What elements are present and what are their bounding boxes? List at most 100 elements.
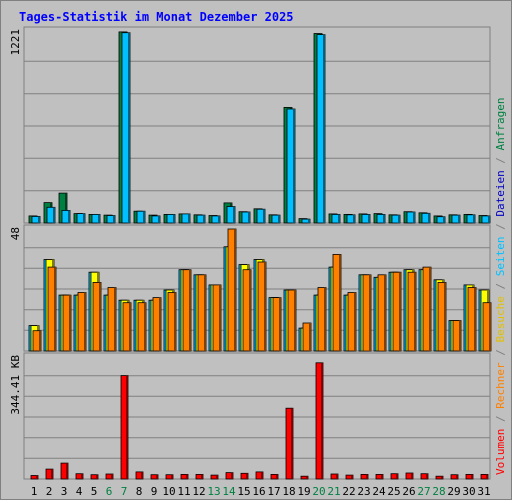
- bar-shadow: [444, 282, 446, 351]
- bar-shadow: [84, 292, 86, 351]
- day-label-25: 25: [387, 485, 400, 498]
- day-label-3: 3: [61, 485, 68, 498]
- day-label-18: 18: [282, 485, 295, 498]
- day-label-27: 27: [417, 485, 430, 498]
- max-value-label: 48: [9, 227, 22, 240]
- bar-shadow: [399, 272, 401, 351]
- bar-shadow: [141, 471, 143, 479]
- bar-shadow: [144, 302, 146, 351]
- max-value-label: 1221: [9, 29, 22, 56]
- bar-shadow: [474, 287, 476, 351]
- bar-shadow: [459, 320, 461, 351]
- bar-shadow: [383, 214, 385, 223]
- bar-shadow: [113, 215, 115, 223]
- bar-shadow: [36, 475, 38, 479]
- bar-shadow: [323, 34, 325, 223]
- bar-shadow: [264, 262, 266, 351]
- day-label-12: 12: [192, 485, 205, 498]
- bar-shadow: [69, 295, 71, 351]
- bar-shadow: [488, 215, 490, 223]
- legend-seiten: Seiten: [494, 237, 507, 277]
- bar-shadow: [249, 269, 251, 351]
- chart-title: Tages-Statistik im Monat Dezember 2025: [19, 10, 294, 24]
- bar-shadow: [489, 302, 491, 351]
- bar-shadow: [54, 267, 56, 351]
- bar-shadow: [309, 323, 311, 351]
- day-label-15: 15: [237, 485, 250, 498]
- bar-shadow: [128, 32, 130, 224]
- day-label-29: 29: [447, 485, 460, 498]
- bar-shadow: [458, 215, 460, 223]
- bar-shadow: [173, 214, 175, 223]
- max-value-label: 344.41 KB: [9, 355, 22, 415]
- day-label-21: 21: [327, 485, 340, 498]
- legend-dateien: Dateien: [494, 170, 507, 216]
- day-label-23: 23: [357, 485, 370, 498]
- bar-shadow: [261, 471, 263, 479]
- bar-shadow: [351, 475, 353, 479]
- bar-shadow: [368, 214, 370, 223]
- day-label-20: 20: [312, 485, 325, 498]
- bar-shadow: [114, 287, 116, 351]
- bar-shadow: [338, 214, 340, 223]
- bar-shadow: [53, 207, 55, 223]
- bar-shadow: [291, 408, 293, 479]
- day-label-26: 26: [402, 485, 415, 498]
- legend: Volumen / Rechner / Besuche / Seiten / D…: [494, 97, 507, 475]
- bar-shadow: [66, 463, 68, 479]
- bar-shadow: [339, 254, 341, 351]
- bar-shadow: [413, 212, 415, 223]
- bar-shadow: [411, 473, 413, 479]
- bar-shadow: [471, 474, 473, 479]
- day-label-14: 14: [222, 485, 236, 498]
- bar-shadow: [204, 274, 206, 352]
- day-label-4: 4: [76, 485, 83, 498]
- chart-panels: 1221 48 344.41 KB: [9, 26, 492, 480]
- panel-top: 1221: [9, 26, 491, 224]
- panel-middle: 48: [9, 224, 492, 352]
- day-label-28: 28: [432, 485, 445, 498]
- bar-shadow: [276, 474, 278, 479]
- day-label-24: 24: [372, 485, 386, 498]
- bar-shadow: [38, 216, 40, 223]
- bar-shadow: [126, 375, 128, 479]
- bar-shadow: [414, 272, 416, 351]
- bar-shadow: [51, 469, 53, 479]
- bar-shadow: [366, 474, 368, 479]
- bar-shadow: [83, 213, 85, 223]
- bar-shadow: [428, 213, 430, 223]
- bar-shadow: [156, 474, 158, 479]
- bar-shadow: [369, 274, 371, 352]
- day-label-22: 22: [342, 485, 355, 498]
- bar-shadow: [231, 472, 233, 479]
- bar-shadow: [321, 362, 323, 479]
- bar-shadow: [293, 109, 295, 223]
- bar-shadow: [68, 210, 70, 223]
- bar-shadow: [278, 215, 280, 223]
- bar-shadow: [384, 274, 386, 352]
- bar-shadow: [279, 297, 281, 351]
- day-label-7: 7: [121, 485, 128, 498]
- panel-background: [23, 352, 491, 480]
- bar-shadow: [174, 292, 176, 351]
- bar-shadow: [186, 474, 188, 479]
- day-label-1: 1: [31, 485, 38, 498]
- bar-shadow: [354, 292, 356, 351]
- bar-shadow: [111, 474, 113, 479]
- bar-shadow: [219, 284, 221, 351]
- bar-shadow: [189, 269, 191, 351]
- legend-anfragen: Anfragen: [494, 97, 507, 150]
- bar-shadow: [159, 297, 161, 351]
- day-label-9: 9: [151, 485, 158, 498]
- bar-shadow: [129, 302, 131, 351]
- bar-shadow: [443, 216, 445, 223]
- legend-separator: /: [494, 409, 507, 429]
- day-label-8: 8: [136, 485, 143, 498]
- day-label-6: 6: [106, 485, 113, 498]
- bar-shadow: [188, 213, 190, 223]
- legend-separator: /: [494, 217, 507, 237]
- day-label-11: 11: [177, 485, 190, 498]
- bar-shadow: [353, 214, 355, 223]
- legend-besuche: Besuche: [494, 296, 507, 342]
